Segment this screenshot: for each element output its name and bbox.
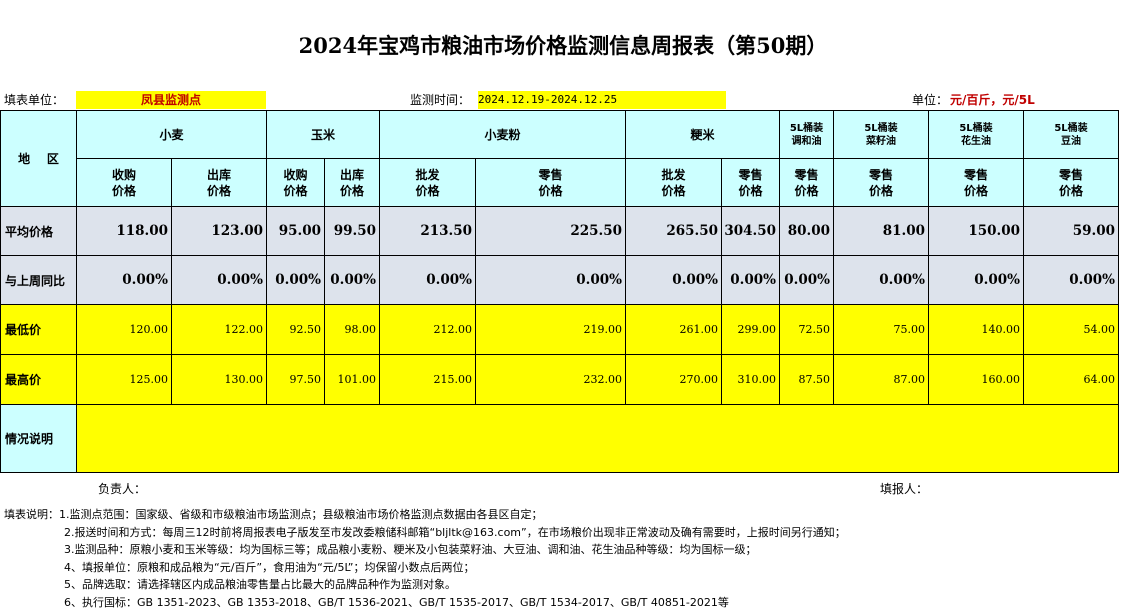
- group-header: 5L桶装 菜籽油: [834, 111, 929, 159]
- time-value[interactable]: 2024.12.19-2024.12.25: [478, 91, 726, 109]
- price-cell: 0.00%: [267, 256, 325, 305]
- sub-header: 零售 价格: [476, 159, 626, 207]
- note-line: 2.报送时间和方式：每周三12时前将周报表电子版发至市发改委粮储科邮箱“bljl…: [4, 524, 846, 542]
- price-cell[interactable]: 130.00: [172, 355, 267, 405]
- sub-header: 出库 价格: [325, 159, 380, 207]
- price-cell: 0.00%: [626, 256, 722, 305]
- price-cell[interactable]: 101.00: [325, 355, 380, 405]
- header-row-subs: 收购 价格出库 价格收购 价格出库 价格批发 价格零售 价格批发 价格零售 价格…: [1, 159, 1119, 207]
- sub-header: 零售 价格: [1024, 159, 1119, 207]
- price-cell[interactable]: 310.00: [722, 355, 780, 405]
- sub-header: 零售 价格: [834, 159, 929, 207]
- measure-value: 元/百斤，元/5L: [950, 91, 1035, 109]
- price-cell: 0.00%: [380, 256, 476, 305]
- notes-block: 填表说明：1.监测点范围：国家级、省级和市级粮油市场监测点；县级粮油市场价格监测…: [4, 506, 846, 611]
- price-cell[interactable]: 98.00: [325, 305, 380, 355]
- group-header: 粳米: [626, 111, 780, 159]
- responsible-label: 负责人：: [98, 480, 146, 497]
- price-cell[interactable]: 87.50: [780, 355, 834, 405]
- price-cell: 0.00%: [77, 256, 172, 305]
- price-cell[interactable]: 219.00: [476, 305, 626, 355]
- sub-header: 出库 价格: [172, 159, 267, 207]
- sub-header: 零售 价格: [722, 159, 780, 207]
- row-label: 最高价: [1, 355, 77, 405]
- group-header: 小麦: [77, 111, 267, 159]
- price-cell: 304.50: [722, 207, 780, 256]
- price-cell[interactable]: 87.00: [834, 355, 929, 405]
- note-line: 4、填报单位：原粮和成品粮为“元/百斤”，食用油为“元/5L”；均保留小数点后两…: [4, 559, 846, 577]
- price-cell[interactable]: 232.00: [476, 355, 626, 405]
- price-cell: 0.00%: [834, 256, 929, 305]
- price-cell[interactable]: 120.00: [77, 305, 172, 355]
- price-cell[interactable]: 140.00: [929, 305, 1024, 355]
- price-cell: 0.00%: [1024, 256, 1119, 305]
- price-cell[interactable]: 122.00: [172, 305, 267, 355]
- unit-label: 填表单位：: [4, 91, 64, 109]
- price-cell[interactable]: 125.00: [77, 355, 172, 405]
- price-cell: 81.00: [834, 207, 929, 256]
- note-line: 3.监测品种：原粮小麦和玉米等级：均为国标三等；成品粮小麦粉、粳米及小包装菜籽油…: [4, 541, 846, 559]
- price-cell: 0.00%: [476, 256, 626, 305]
- price-cell: 95.00: [267, 207, 325, 256]
- row-label: 与上周同比: [1, 256, 77, 305]
- sub-header: 收购 价格: [77, 159, 172, 207]
- remark-cell[interactable]: [77, 405, 1119, 473]
- price-cell[interactable]: 92.50: [267, 305, 325, 355]
- measure-label: 单位：: [912, 91, 948, 109]
- note-line: 6、执行国标：GB 1351-2023、GB 1353-2018、GB/T 15…: [4, 594, 846, 611]
- price-cell: 225.50: [476, 207, 626, 256]
- price-cell[interactable]: 75.00: [834, 305, 929, 355]
- price-cell: 123.00: [172, 207, 267, 256]
- price-cell: 118.00: [77, 207, 172, 256]
- price-cell: 213.50: [380, 207, 476, 256]
- price-cell[interactable]: 261.00: [626, 305, 722, 355]
- price-cell[interactable]: 160.00: [929, 355, 1024, 405]
- price-cell: 80.00: [780, 207, 834, 256]
- price-cell[interactable]: 64.00: [1024, 355, 1119, 405]
- remark-row: 情况说明: [1, 405, 1119, 473]
- reporter-label: 填报人：: [880, 480, 928, 497]
- remark-label: 情况说明: [1, 405, 77, 473]
- price-cell: 0.00%: [780, 256, 834, 305]
- row-label: 最低价: [1, 305, 77, 355]
- price-cell[interactable]: 212.00: [380, 305, 476, 355]
- price-cell: 0.00%: [929, 256, 1024, 305]
- sub-header: 零售 价格: [929, 159, 1024, 207]
- group-header: 5L桶装 豆油: [1024, 111, 1119, 159]
- price-cell[interactable]: 299.00: [722, 305, 780, 355]
- price-cell: 265.50: [626, 207, 722, 256]
- group-header: 5L桶装 花生油: [929, 111, 1024, 159]
- sub-header: 批发 价格: [626, 159, 722, 207]
- report-title: 2024年宝鸡市粮油市场价格监测信息周报表（第50期）: [0, 30, 1126, 60]
- price-cell[interactable]: 54.00: [1024, 305, 1119, 355]
- unit-value[interactable]: 凤县监测点: [76, 91, 266, 109]
- price-cell: 0.00%: [172, 256, 267, 305]
- price-cell: 59.00: [1024, 207, 1119, 256]
- price-cell[interactable]: 97.50: [267, 355, 325, 405]
- price-cell[interactable]: 215.00: [380, 355, 476, 405]
- header-row-groups: 地 区 小麦 玉米 小麦粉 粳米 5L桶装 调和油 5L桶装 菜籽油 5L桶装 …: [1, 111, 1119, 159]
- note-line: 填表说明：1.监测点范围：国家级、省级和市级粮油市场监测点；县级粮油市场价格监测…: [4, 506, 846, 524]
- group-header: 小麦粉: [380, 111, 626, 159]
- sub-header: 零售 价格: [780, 159, 834, 207]
- price-cell: 99.50: [325, 207, 380, 256]
- price-table: 地 区 小麦 玉米 小麦粉 粳米 5L桶装 调和油 5L桶装 菜籽油 5L桶装 …: [0, 110, 1119, 473]
- area-header: 地 区: [1, 111, 77, 207]
- note-line: 5、品牌选取：请选择辖区内成品粮油零售量占比最大的品牌品种作为监测对象。: [4, 576, 846, 594]
- sub-header: 收购 价格: [267, 159, 325, 207]
- price-cell: 0.00%: [325, 256, 380, 305]
- row-label: 平均价格: [1, 207, 77, 256]
- price-cell: 0.00%: [722, 256, 780, 305]
- price-cell[interactable]: 270.00: [626, 355, 722, 405]
- sub-header: 批发 价格: [380, 159, 476, 207]
- price-cell[interactable]: 72.50: [780, 305, 834, 355]
- group-header: 5L桶装 调和油: [780, 111, 834, 159]
- time-label: 监测时间：: [410, 91, 470, 109]
- group-header: 玉米: [267, 111, 380, 159]
- price-cell: 150.00: [929, 207, 1024, 256]
